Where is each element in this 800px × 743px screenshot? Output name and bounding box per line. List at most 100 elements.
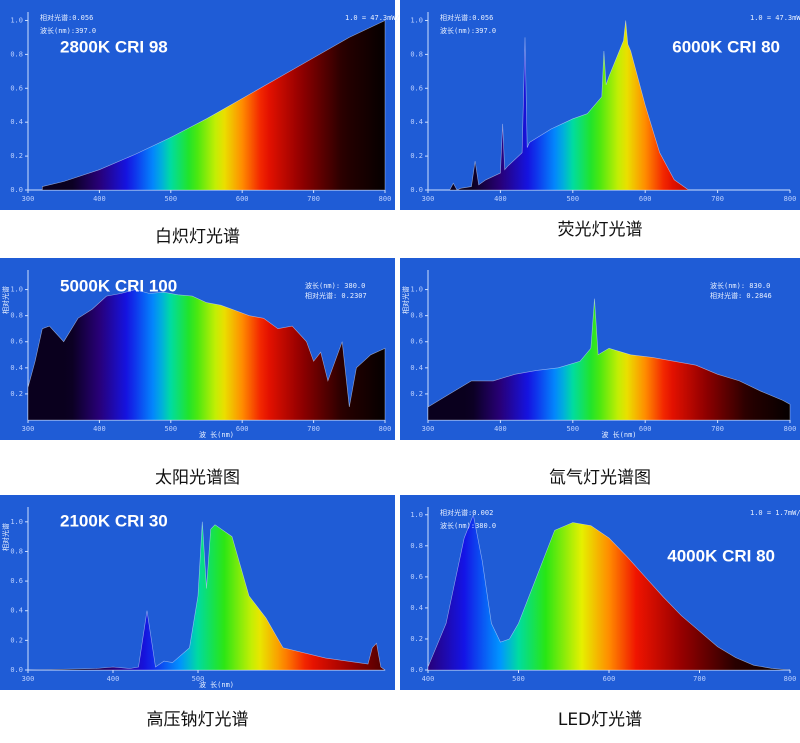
- x-tick-label: 500: [566, 195, 579, 203]
- x-tick-label: 800: [379, 195, 392, 203]
- caption: LED灯光谱: [558, 710, 642, 730]
- x-tick-label: 600: [639, 195, 652, 203]
- y-axis-label: 相对光谱: [401, 286, 410, 314]
- caption: 白炽灯光谱: [155, 227, 240, 247]
- spectrum-area: [427, 513, 791, 671]
- x-tick-label: 500: [512, 675, 525, 683]
- chart-label: 5000K CRI 100: [60, 276, 177, 295]
- annotation: 1.0 = 47.3mW/nm: [345, 14, 408, 22]
- spectrum-panel: 0.2 0.4 0.6 0.8 1.0 300 400 500 600 700 800 5000K C…: [0, 258, 395, 440]
- x-tick-label: 500: [566, 425, 579, 433]
- spectrum-panel: 0.0 0.2 0.4 0.6 0.8 1.0 400 500 600 700 800 4000K C…: [400, 495, 800, 690]
- y-tick-label: 1.0: [410, 286, 423, 294]
- caption: 荧光灯光谱: [558, 220, 643, 240]
- x-tick-label: 400: [93, 425, 106, 433]
- y-tick-label: 0.4: [410, 604, 423, 612]
- spectrum-panel: 0.0 0.2 0.4 0.6 0.8 1.0 300 400 500 600 700 800 2800…: [0, 0, 408, 210]
- x-tick-label: 800: [784, 195, 797, 203]
- y-tick-label: 0.8: [410, 50, 423, 58]
- y-tick-label: 0.8: [10, 312, 23, 320]
- x-tick-label: 700: [693, 675, 706, 683]
- y-tick-label: 0.2: [10, 152, 23, 160]
- y-axis-label: 相对光谱: [1, 286, 10, 314]
- x-axis-label: 波 长(nm): [199, 680, 234, 689]
- x-tick-label: 700: [307, 195, 320, 203]
- x-tick-label: 300: [22, 675, 35, 683]
- x-tick-label: 400: [422, 675, 435, 683]
- x-tick-label: 600: [236, 425, 249, 433]
- x-tick-label: 800: [784, 425, 797, 433]
- spectrum-area: [27, 521, 386, 671]
- x-tick-label: 600: [603, 675, 616, 683]
- annotation: 相对光谱:0.002: [440, 508, 493, 517]
- y-tick-label: 1.0: [10, 16, 23, 24]
- y-tick-label: 1.0: [410, 511, 423, 519]
- y-tick-label: 0.6: [10, 84, 23, 92]
- x-tick-label: 300: [422, 425, 435, 433]
- x-tick-label: 700: [307, 425, 320, 433]
- y-tick-label: 0.0: [410, 666, 423, 674]
- y-tick-label: 0.0: [10, 186, 23, 194]
- annotation: 相对光谱:0.056: [40, 13, 93, 22]
- chart-label: 2100K CRI 30: [60, 511, 168, 530]
- y-tick-label: 0.6: [410, 84, 423, 92]
- y-tick-label: 0.2: [410, 390, 423, 398]
- annotation: 波长(nm):380.0: [440, 521, 496, 530]
- x-tick-label: 500: [164, 425, 177, 433]
- annotation: 1.0 = 47.3mW/nm: [750, 14, 800, 22]
- spectrum-panel: 0.0 0.2 0.4 0.6 0.8 1.0 300 400 500 600 700 800 6000…: [400, 0, 800, 210]
- x-tick-label: 800: [379, 425, 392, 433]
- spectrum-area: [427, 298, 791, 421]
- x-tick-label: 500: [164, 195, 177, 203]
- spectrum-area: [42, 20, 386, 191]
- x-axis-label: 波 长(nm): [199, 430, 234, 439]
- spectrum-area: [27, 289, 386, 421]
- caption: 氙气灯光谱图: [549, 468, 651, 488]
- caption: 太阳光谱图: [155, 468, 240, 488]
- x-tick-label: 700: [711, 425, 724, 433]
- x-tick-label: 600: [236, 195, 249, 203]
- y-tick-label: 0.2: [10, 636, 23, 644]
- annotation: 波长(nm):397.0: [40, 26, 96, 35]
- x-tick-label: 600: [639, 425, 652, 433]
- chart-label: 4000K CRI 80: [667, 546, 775, 565]
- y-tick-label: 0.6: [10, 338, 23, 346]
- x-tick-label: 400: [107, 675, 120, 683]
- y-tick-label: 0.6: [410, 573, 423, 581]
- annotation: 波长(nm): 830.0: [710, 281, 770, 290]
- x-tick-label: 300: [22, 425, 35, 433]
- y-tick-label: 0.4: [410, 118, 423, 126]
- caption: 高压钠灯光谱: [147, 710, 249, 730]
- y-tick-label: 1.0: [10, 286, 23, 294]
- y-tick-label: 0.4: [10, 118, 23, 126]
- y-tick-label: 0.0: [10, 666, 23, 674]
- y-tick-label: 0.0: [410, 186, 423, 194]
- y-tick-label: 0.6: [410, 338, 423, 346]
- x-tick-label: 400: [494, 195, 507, 203]
- chart-label: 6000K CRI 80: [672, 37, 780, 56]
- chart-label: 2800K CRI 98: [60, 37, 168, 56]
- y-tick-label: 0.6: [10, 577, 23, 585]
- y-tick-label: 0.4: [10, 607, 23, 615]
- y-tick-label: 0.8: [10, 547, 23, 555]
- annotation: 波长(nm):397.0: [440, 26, 496, 35]
- x-tick-label: 800: [784, 675, 797, 683]
- x-axis-label: 波 长(nm): [601, 430, 636, 439]
- annotation: 相对光谱:0.056: [440, 13, 493, 22]
- x-tick-label: 400: [93, 195, 106, 203]
- annotation: 波长(nm): 380.0: [305, 281, 365, 290]
- x-tick-label: 300: [422, 195, 435, 203]
- y-tick-label: 0.2: [410, 152, 423, 160]
- y-tick-label: 1.0: [410, 16, 423, 24]
- spectrum-panel: 0.0 0.2 0.4 0.6 0.8 1.0 300 400 500 2100K CRI 30 相…: [0, 495, 395, 690]
- annotation: 相对光谱: 0.2846: [710, 291, 772, 300]
- y-tick-label: 0.4: [410, 364, 423, 372]
- annotation: 相对光谱: 0.2307: [305, 291, 367, 300]
- y-tick-label: 1.0: [10, 518, 23, 526]
- x-tick-label: 500: [192, 675, 205, 683]
- x-tick-label: 700: [711, 195, 724, 203]
- y-tick-label: 0.8: [410, 312, 423, 320]
- y-tick-label: 0.2: [10, 390, 23, 398]
